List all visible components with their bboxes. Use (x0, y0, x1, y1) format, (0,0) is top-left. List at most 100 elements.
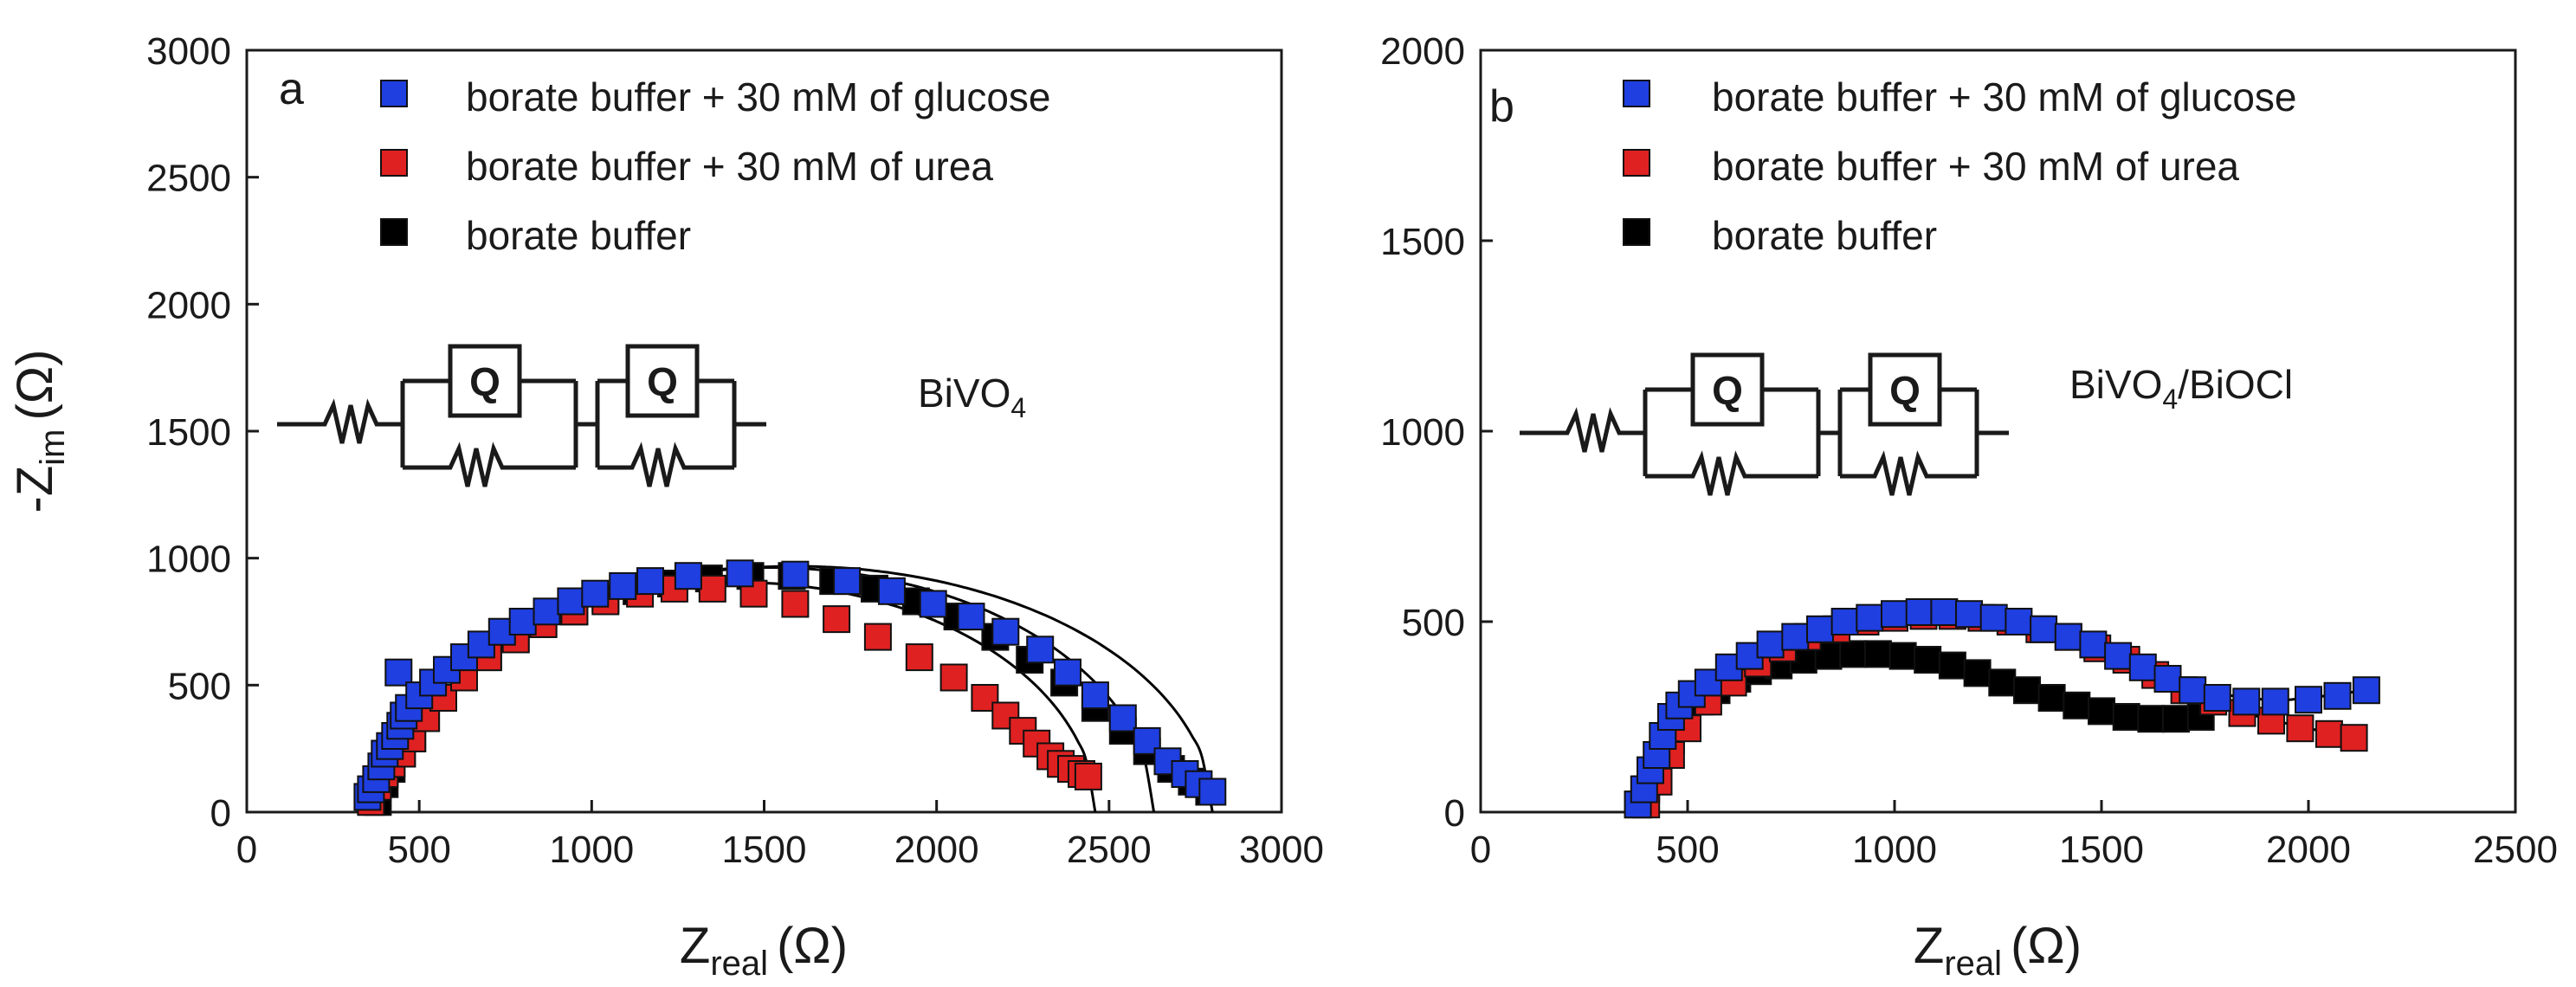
panel-b-point-glucose (1905, 598, 1934, 626)
panel-b-point-glucose (1881, 600, 1908, 629)
panel-b-x-axis-sub: real (1944, 945, 2002, 983)
panel-b-y-tick-label: 1000 (1380, 411, 1465, 454)
panel-b-point-buffer (2112, 703, 2140, 731)
panel-b-point-buffer (1888, 642, 1917, 670)
panel-a-circuit-diagram (277, 344, 766, 487)
panel-a-point-glucose (781, 560, 810, 589)
panel-a-point-glucose (581, 579, 610, 608)
panel-b-point-glucose (2104, 642, 2133, 670)
panel-b-x-tick-label: 2500 (2473, 829, 2558, 871)
panel-b-point-buffer (2088, 697, 2115, 726)
panel-b-point-glucose (2054, 623, 2082, 651)
panel-a-plot-area: 0 500 1000 1500 2000 2500 3000 0 500 1000 1500 2000… (146, 30, 1324, 871)
panel-a-point-glucose (384, 658, 413, 687)
panel-a-legend-label-glucose: borate buffer + 30 mM of glucose (466, 74, 1051, 119)
panel-b-legend-marker-urea (1623, 149, 1650, 177)
panel-a-x-axis-sub: real (710, 945, 768, 983)
panel-b-ticks: 0 500 1000 1500 2000 2500 0 500 1000 1500 2000 (1380, 30, 2558, 871)
panel-a-point-urea (863, 623, 892, 651)
panel-b-legend: borate buffer + 30 mM of glucose borate … (1623, 74, 2297, 258)
panel-a-ticks: 0 500 1000 1500 2000 2500 3000 0 500 1000 1500 2000… (146, 30, 1324, 871)
panel-b-point-buffer (2063, 691, 2091, 719)
panel-b-y-tick-label: 500 (1402, 602, 1465, 644)
panel-a-x-tick-label: 0 (236, 829, 257, 871)
panel-b-point-glucose (1806, 615, 1834, 643)
panel-a-x-axis-unit: (Ω) (777, 918, 848, 974)
panel-a-legend-marker-urea (380, 149, 408, 177)
panel-a-data-points (353, 559, 1227, 816)
panel-a-point-urea (698, 574, 726, 603)
panel-a-point-urea (1074, 762, 1102, 790)
panel-a-point-glucose (919, 590, 947, 618)
panel-a-series-resistor (277, 398, 403, 444)
panel-a-x-tick-label: 2000 (894, 829, 979, 871)
panel-a-point-glucose (1081, 681, 1109, 710)
panel-b-point-glucose (2261, 687, 2289, 716)
panel-b-sample-label: BiVO4/BiOCl (2069, 362, 2293, 415)
panel-b-point-glucose (1856, 603, 1884, 632)
panel-a-point-glucose (508, 608, 537, 635)
panel-b-legend-marker-glucose (1623, 80, 1650, 107)
panel-b-point-buffer (2162, 705, 2190, 733)
panel-b-point-glucose (1979, 603, 2008, 632)
panel-a-y-axis-title: -Zim (Ω) (7, 350, 72, 513)
panel-b-y-tick-label: 0 (1444, 792, 1465, 835)
panel-b-point-buffer (1839, 640, 1868, 668)
panel-b-point-glucose (1930, 598, 1959, 626)
panel-a-point-glucose (726, 559, 754, 588)
panel-b-cpe-2-label: Q (1889, 368, 1921, 413)
panel-b-point-glucose (2153, 665, 2182, 693)
panel-b-point-urea (2286, 714, 2315, 743)
panel-b-legend-label-glucose: borate buffer + 30 mM of glucose (1712, 74, 2297, 119)
panel-b-point-glucose (2030, 615, 2058, 643)
panel-a-point-glucose (533, 597, 561, 626)
panel-a-point-glucose (674, 562, 702, 590)
panel-a-x-tick-label: 1500 (722, 829, 807, 871)
panel-b-point-glucose (2323, 681, 2352, 710)
panel-b-point-buffer (1963, 659, 1992, 687)
panel-b-rc1-resistor (1645, 450, 1818, 496)
panel-a-point-glucose (833, 567, 862, 596)
panel-a-legend: borate buffer + 30 mM of glucose borate … (380, 74, 1051, 258)
panel-b-point-glucose (2203, 684, 2231, 712)
panel-a-rc1-resistor (403, 442, 576, 487)
panel-b-sample-sub: 4 (2162, 384, 2178, 415)
panel-a-point-glucose (1026, 635, 1055, 664)
panel-b-point-urea (2340, 724, 2368, 752)
panel-b-x-axis-var: Z (1914, 918, 1944, 974)
panel-b-point-glucose (2128, 653, 2157, 681)
panel-a-legend-label-buffer: borate buffer (466, 213, 691, 258)
panel-b-point-glucose (1830, 608, 1859, 635)
panel-a-point-glucose (957, 603, 985, 631)
panel-b: 0 500 1000 1500 2000 2500 0 500 1000 1500 2000 b b… (1380, 30, 2558, 983)
panel-a-y-tick-label: 2500 (146, 158, 231, 200)
panel-b-point-buffer (2013, 676, 2041, 705)
panel-b-point-urea (2315, 719, 2343, 748)
panel-a-point-glucose (557, 587, 585, 616)
panel-a-y-axis-var: -Z (7, 466, 63, 513)
panel-b-point-buffer (2037, 684, 2066, 712)
panel-b-x-tick-label: 500 (1656, 829, 1719, 871)
panel-a-legend-marker-glucose (380, 80, 408, 107)
panel-a-sample-label: BiVO4 (918, 371, 1026, 423)
panel-b-x-tick-label: 2000 (2266, 829, 2351, 871)
panel-a-y-tick-label: 1000 (146, 539, 231, 581)
panel-a-y-axis-unit: (Ω) (7, 350, 63, 421)
panel-b-point-glucose (2232, 687, 2261, 716)
panel-b-x-tick-label: 1500 (2059, 829, 2144, 871)
panel-a-rc2-resistor (597, 442, 734, 487)
panel-b-sample-text: BiVO (2069, 362, 2162, 407)
panel-b-legend-marker-buffer (1623, 218, 1650, 246)
panel-a-sample-text: BiVO (918, 371, 1010, 416)
panel-a-point-urea (905, 643, 933, 672)
panel-b-point-glucose (1756, 630, 1785, 659)
panel-b-point-buffer (1863, 640, 1892, 668)
panel-a-y-tick-label: 0 (210, 792, 231, 835)
panel-b-y-tick-label: 2000 (1380, 30, 1465, 73)
panel-b-x-axis-unit: (Ω) (2011, 918, 2082, 974)
panel-a-x-tick-label: 3000 (1239, 829, 1324, 871)
panel-a-point-glucose (636, 567, 664, 596)
panel-b-x-axis-title: Zreal (Ω) (1914, 918, 2082, 983)
panel-b-point-glucose (2079, 630, 2108, 659)
